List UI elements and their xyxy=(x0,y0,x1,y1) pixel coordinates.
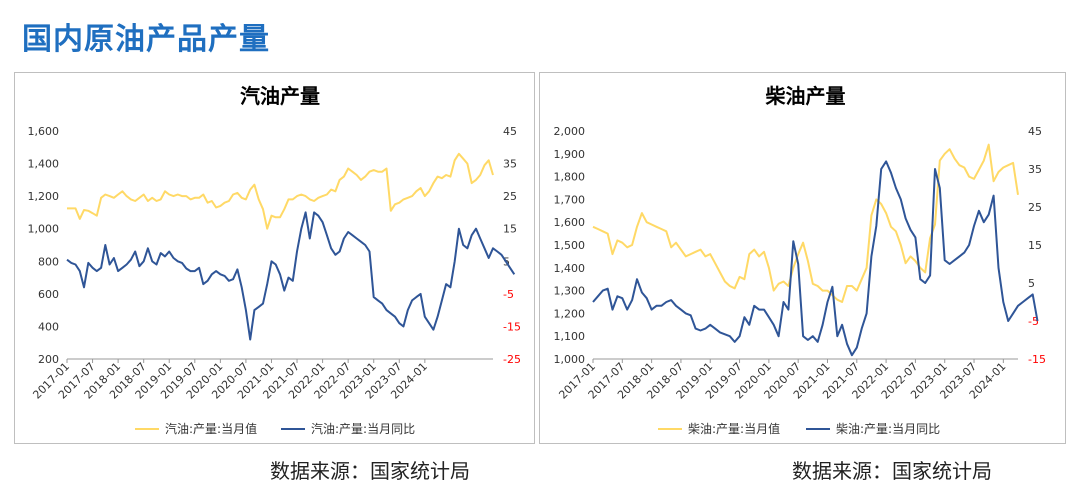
series-line-monthly-value xyxy=(67,152,494,230)
right-axis-tick-label: 15 xyxy=(1028,239,1042,252)
right-axis-tick-label: -15 xyxy=(1028,353,1046,366)
left-axis-tick-label: 200 xyxy=(38,353,59,366)
right-axis-tick-label: 35 xyxy=(1028,163,1042,176)
legend-label: 汽油:产量:当月值 xyxy=(165,421,257,436)
left-axis-tick-label: 1,200 xyxy=(554,307,586,320)
left-axis-tick-label: 1,800 xyxy=(554,171,586,184)
right-axis-tick-label: -5 xyxy=(1028,315,1039,328)
left-axis-tick-label: 600 xyxy=(38,288,59,301)
left-axis-tick-label: 1,400 xyxy=(554,262,586,275)
right-axis-tick-label: -15 xyxy=(503,320,521,333)
series-line-yoy xyxy=(592,160,1039,357)
chart-title: 柴油产量 xyxy=(765,84,846,108)
series-line-yoy xyxy=(66,211,516,341)
page-title: 国内原油产品产量 xyxy=(22,22,270,57)
data-source-right: 数据来源：国家统计局 xyxy=(792,459,992,483)
right-axis-tick-label: -5 xyxy=(503,288,514,301)
right-axis-tick-label: 5 xyxy=(1028,277,1035,290)
left-axis-tick-label: 1,900 xyxy=(554,148,586,161)
right-axis-tick-label: 25 xyxy=(1028,201,1042,214)
right-axis-tick-label: 15 xyxy=(503,223,517,236)
diesel-chart-panel: 柴油产量 1,000 1,100 1,200 1,300 1,400 1,500 1,600 1… xyxy=(539,72,1066,444)
series-line-monthly-value xyxy=(592,143,1019,303)
left-axis-tick-label: 1,600 xyxy=(28,125,60,138)
legend-label: 柴油:产量:当月同比 xyxy=(836,422,940,436)
diesel-chart: 柴油产量 1,000 1,100 1,200 1,300 1,400 1,500 1,600 1… xyxy=(554,84,1046,436)
legend-label: 汽油:产量:当月同比 xyxy=(311,421,415,436)
left-axis-tick-label: 2,000 xyxy=(554,125,586,138)
right-axis-tick-label: 45 xyxy=(503,125,517,138)
left-axis-tick-label: 1,200 xyxy=(28,190,60,203)
right-axis-tick-label: 25 xyxy=(503,190,517,203)
left-axis-tick-label: 1,300 xyxy=(554,285,586,298)
gasoline-chart: 汽油产量 200 400 600 800 1,000 1,200 1,400 1,600 -25 -… xyxy=(28,84,521,436)
gasoline-chart-panel: 汽油产量 200 400 600 800 1,000 1,200 1,400 1,600 -25 -… xyxy=(14,72,535,444)
left-axis-tick-label: 1,700 xyxy=(554,193,586,206)
right-axis-tick-label: 35 xyxy=(503,158,517,171)
chart-title: 汽油产量 xyxy=(240,84,320,108)
left-axis-tick-label: 1,400 xyxy=(28,158,60,171)
left-axis-tick-label: 1,600 xyxy=(554,216,586,229)
left-axis-tick-label: 1,000 xyxy=(554,353,586,366)
right-axis-tick-label: 45 xyxy=(1028,125,1042,138)
left-axis-tick-label: 800 xyxy=(38,255,59,268)
data-source-left: 数据来源：国家统计局 xyxy=(270,459,470,483)
left-axis-tick-label: 400 xyxy=(38,320,59,333)
right-axis-tick-label: -25 xyxy=(503,353,521,366)
left-axis-tick-label: 1,000 xyxy=(28,223,60,236)
left-axis-tick-label: 1,100 xyxy=(554,330,586,343)
left-axis-tick-label: 1,500 xyxy=(554,239,586,252)
legend-label: 柴油:产量:当月值 xyxy=(688,421,780,436)
